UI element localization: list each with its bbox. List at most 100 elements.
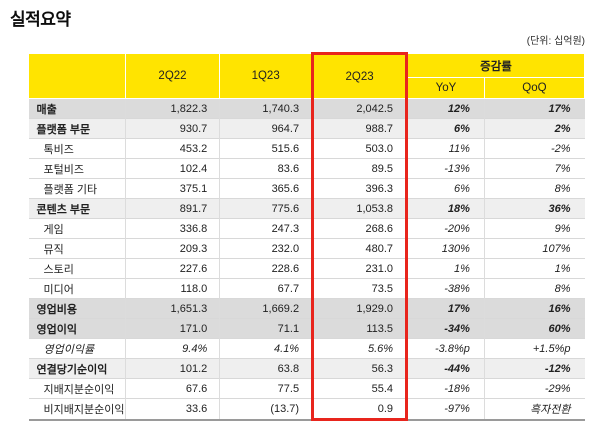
row-label: 플랫폼 부문: [28, 118, 126, 139]
row-label: 포털비즈: [28, 158, 126, 179]
performance-summary-table: 2Q22 1Q23 2Q23 증감률 YoY QoQ 매출 1,822.3 1,74…: [28, 52, 586, 421]
value-2q23: 113.5: [311, 318, 409, 339]
header-qoq: QoQ: [483, 77, 586, 99]
value-1q23: 83.6: [219, 158, 314, 179]
value-1q23: 4.1%: [219, 338, 314, 359]
value-yoy: 12%: [406, 98, 485, 119]
row-label: 미디어: [28, 278, 126, 299]
table-row: 스토리 227.6 228.6 231.0 1% 1%: [28, 258, 585, 279]
row-label: 톡비즈: [28, 138, 126, 159]
value-2q23: 503.0: [311, 138, 409, 159]
header-change-group: 증감률: [406, 53, 585, 78]
table-row: 영업이익 171.0 71.1 113.5 -34% 60%: [28, 318, 585, 339]
row-label: 영업비용: [28, 298, 126, 319]
value-1q23: 247.3: [219, 218, 314, 239]
value-qoq: 36%: [484, 198, 585, 219]
header-1q23: 1Q23: [219, 53, 314, 99]
value-2q23: 73.5: [311, 278, 409, 299]
value-yoy: -20%: [406, 218, 485, 239]
value-2q22: 227.6: [125, 258, 221, 279]
value-2q23: 2,042.5: [311, 98, 409, 119]
value-2q23: 1,929.0: [311, 298, 409, 319]
value-2q22: 102.4: [125, 158, 221, 179]
row-label: 연결당기순이익: [28, 358, 126, 379]
table-row: 플랫폼 기타 375.1 365.6 396.3 6% 8%: [28, 178, 585, 199]
value-yoy: -34%: [406, 318, 485, 339]
table-row: 포털비즈 102.4 83.6 89.5 -13% 7%: [28, 158, 585, 179]
value-qoq: -2%: [484, 138, 585, 159]
header-yoy: YoY: [406, 77, 485, 99]
value-2q22: 209.3: [125, 238, 221, 259]
value-2q23: 231.0: [311, 258, 409, 279]
value-2q23: 55.4: [311, 378, 409, 399]
header-2q23-highlighted: 2Q23: [311, 52, 409, 99]
value-2q22: 891.7: [125, 198, 221, 219]
unit-note: (단위: 십억원): [526, 36, 585, 47]
value-qoq: 2%: [484, 118, 585, 139]
value-2q22: 1,822.3: [125, 98, 221, 119]
table-row: 영업비용 1,651.3 1,669.2 1,929.0 17% 16%: [28, 298, 585, 319]
value-1q23: 1,740.3: [219, 98, 314, 119]
value-yoy: 17%: [406, 298, 485, 319]
table-row: 뮤직 209.3 232.0 480.7 130% 107%: [28, 238, 585, 259]
row-label: 콘텐츠 부문: [28, 198, 126, 219]
value-1q23: 228.6: [219, 258, 314, 279]
value-qoq: 9%: [484, 218, 585, 239]
row-label: 영업이익률: [28, 338, 126, 359]
value-1q23: (13.7): [219, 398, 314, 420]
table-row: 영업이익률 9.4% 4.1% 5.6% -3.8%p +1.5%p: [28, 338, 585, 359]
row-label: 매출: [28, 98, 126, 119]
header-2q22: 2Q22: [124, 53, 221, 99]
value-yoy: 11%: [406, 138, 485, 159]
row-label: 스토리: [28, 258, 126, 279]
value-yoy: 18%: [406, 198, 485, 219]
value-1q23: 71.1: [219, 318, 314, 339]
value-2q22: 930.7: [125, 118, 221, 139]
header-empty-cell: [28, 53, 126, 99]
value-yoy: -18%: [406, 378, 485, 399]
table-row: 지배지분순이익 67.6 77.5 55.4 -18% -29%: [28, 378, 585, 399]
value-1q23: 232.0: [219, 238, 314, 259]
row-label: 비지배지분순이익: [28, 398, 126, 420]
value-2q23: 1,053.8: [311, 198, 409, 219]
value-1q23: 77.5: [219, 378, 314, 399]
value-2q23: 396.3: [311, 178, 409, 199]
value-yoy: -97%: [406, 398, 485, 420]
table-row: 콘텐츠 부문 891.7 775.6 1,053.8 18% 36%: [28, 198, 585, 219]
value-1q23: 775.6: [219, 198, 314, 219]
value-qoq: 60%: [484, 318, 585, 339]
value-yoy: -13%: [406, 158, 485, 179]
value-2q22: 101.2: [125, 358, 221, 379]
table-row: 비지배지분순이익 33.6 (13.7) 0.9 -97% 흑자전환: [28, 398, 585, 421]
value-1q23: 1,669.2: [219, 298, 314, 319]
row-label: 뮤직: [28, 238, 126, 259]
value-2q23: 0.9: [311, 398, 409, 421]
row-label: 게임: [28, 218, 126, 239]
value-yoy: 6%: [406, 118, 485, 139]
value-2q22: 171.0: [125, 318, 221, 339]
value-1q23: 365.6: [219, 178, 314, 199]
value-2q22: 1,651.3: [125, 298, 221, 319]
row-label: 영업이익: [28, 318, 126, 339]
value-2q22: 336.8: [125, 218, 221, 239]
value-qoq: -29%: [484, 378, 585, 399]
value-yoy: 130%: [406, 238, 485, 259]
value-2q23: 480.7: [311, 238, 409, 259]
value-2q22: 33.6: [125, 398, 221, 420]
value-1q23: 67.7: [219, 278, 314, 299]
table-row: 미디어 118.0 67.7 73.5 -38% 8%: [28, 278, 585, 299]
row-label: 플랫폼 기타: [28, 178, 126, 199]
value-qoq: 17%: [484, 98, 585, 119]
value-2q23: 5.6%: [311, 338, 409, 359]
value-qoq: +1.5%p: [484, 338, 585, 359]
table-row: 매출 1,822.3 1,740.3 2,042.5 12% 17%: [28, 98, 585, 119]
value-yoy: 6%: [406, 178, 485, 199]
table-row: 톡비즈 453.2 515.6 503.0 11% -2%: [28, 138, 585, 159]
value-2q23: 56.3: [311, 358, 409, 379]
value-qoq: 1%: [484, 258, 585, 279]
row-label: 지배지분순이익: [28, 378, 126, 399]
value-1q23: 63.8: [219, 358, 314, 379]
value-qoq: 흑자전환: [484, 398, 585, 420]
value-2q22: 9.4%: [125, 338, 221, 359]
